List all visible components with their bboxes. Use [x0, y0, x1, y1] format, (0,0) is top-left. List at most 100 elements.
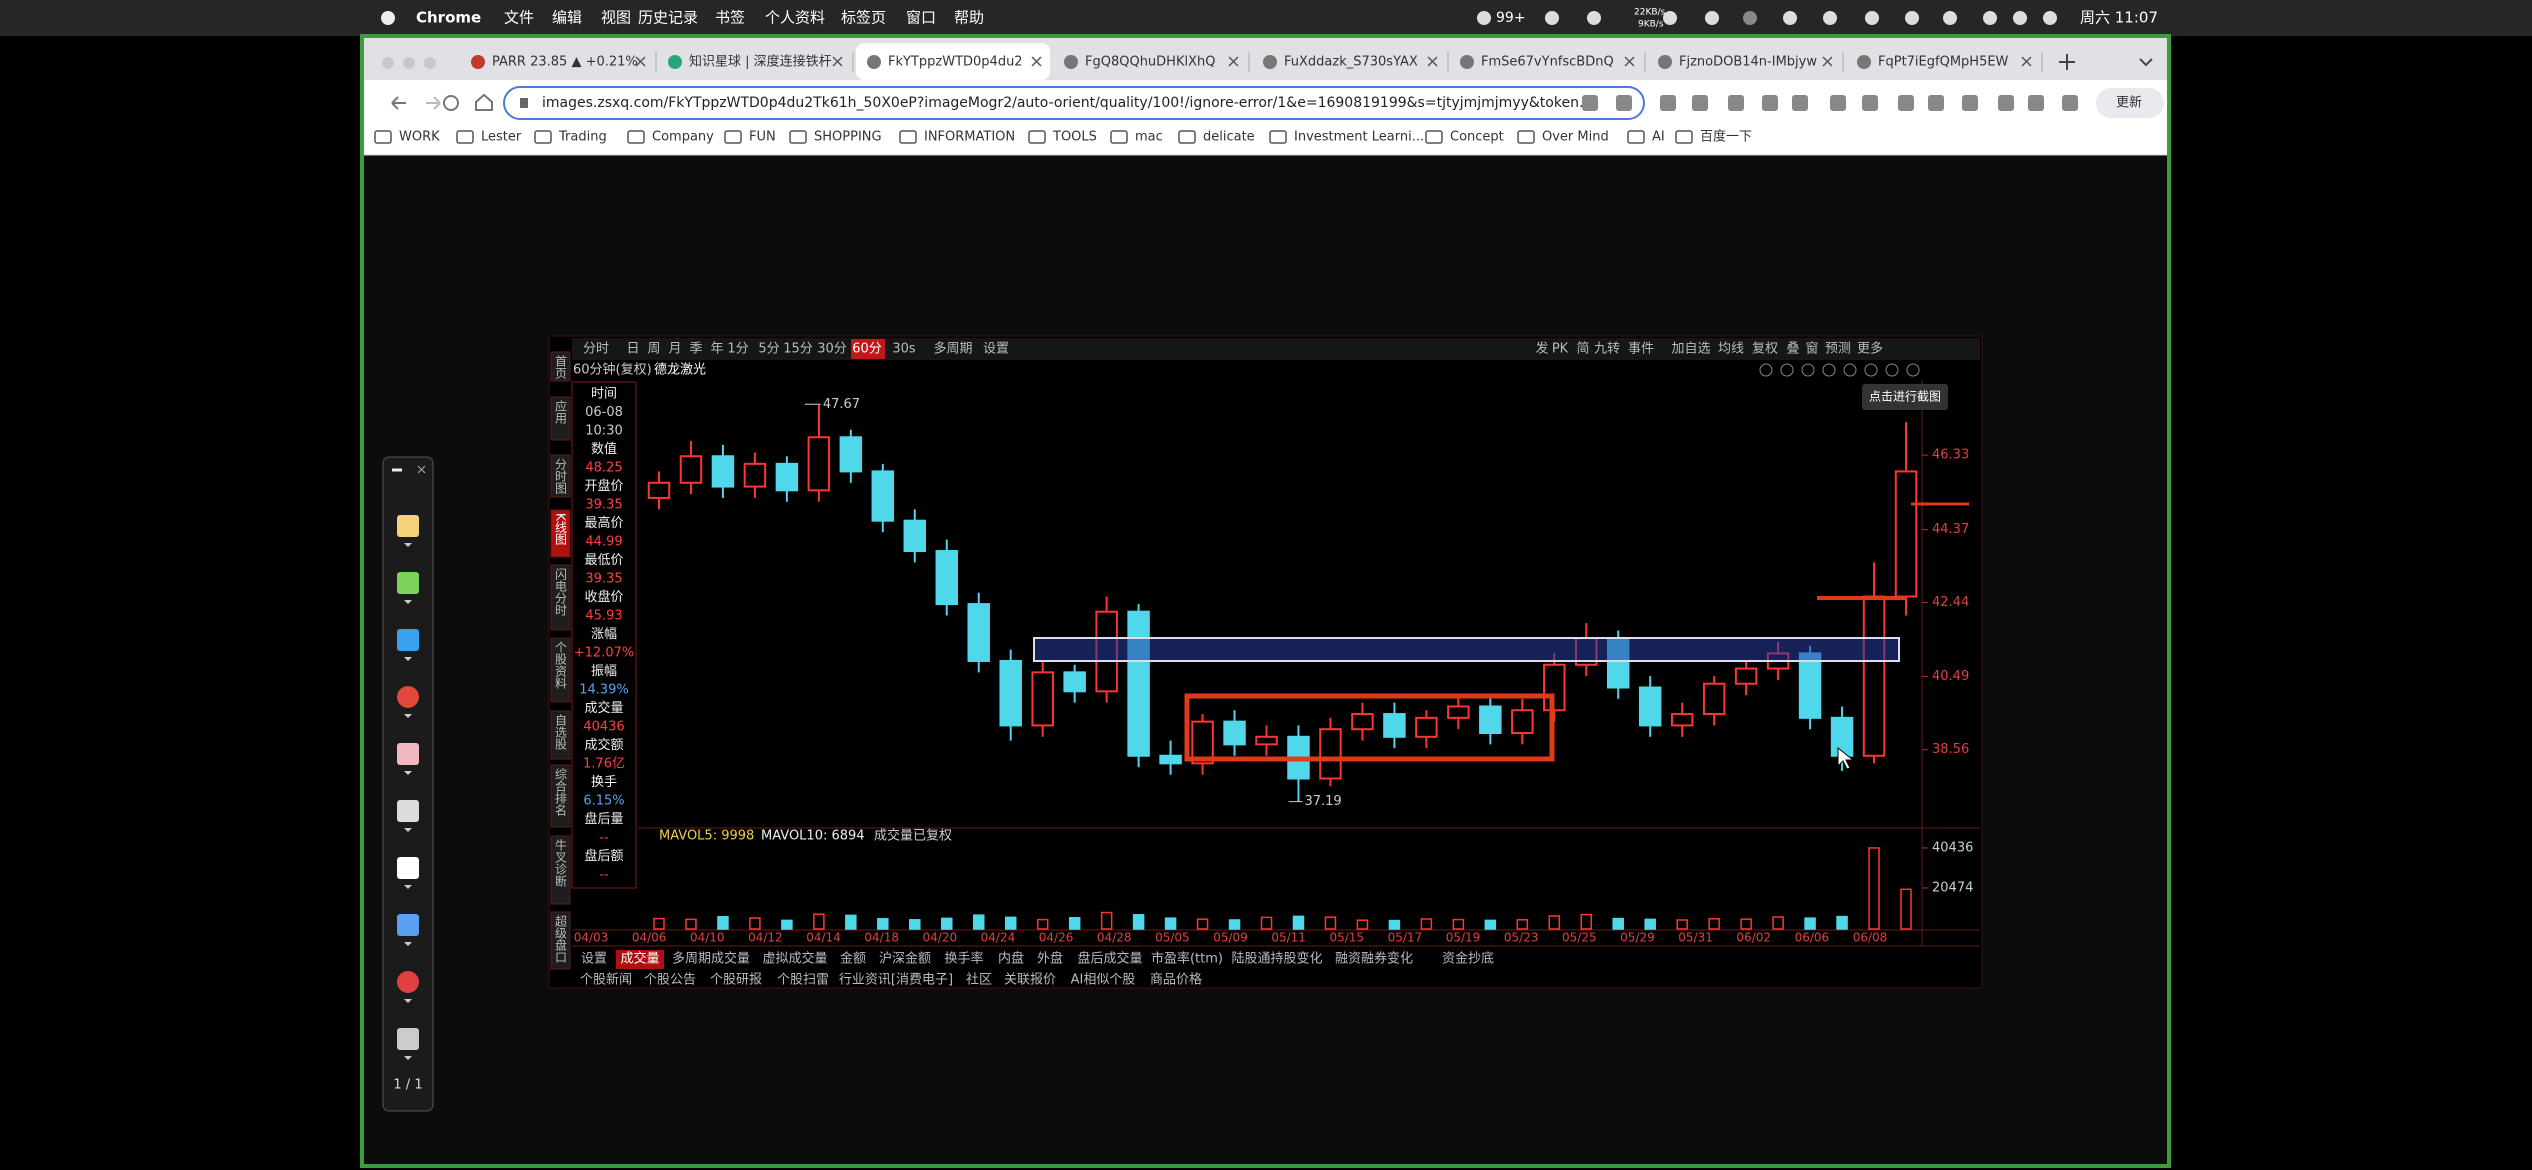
tool-dropdown[interactable] — [404, 942, 412, 946]
draw-tool[interactable] — [397, 686, 419, 708]
bookmark[interactable]: INFORMATION — [924, 130, 1015, 145]
forward-button[interactable] — [426, 96, 441, 110]
draw-tool[interactable] — [397, 572, 419, 594]
side-tab-label[interactable]: 应用 — [554, 399, 568, 425]
omnibox[interactable] — [503, 86, 1645, 120]
tab-title[interactable]: FkYTppzWTD0p4du2 — [888, 55, 1023, 70]
status-icon[interactable] — [1905, 11, 1919, 25]
extension-icon[interactable] — [1582, 95, 1598, 111]
chart-tool-button[interactable]: 预测 — [1825, 342, 1851, 357]
browser-tab[interactable] — [1647, 43, 1841, 80]
menu-item[interactable]: 文件 — [504, 9, 534, 27]
chart-tool-button[interactable]: 九转 — [1594, 342, 1620, 357]
period-button[interactable]: 60分 — [852, 342, 882, 357]
side-tab-label[interactable]: 牛叉诊断 — [554, 838, 568, 888]
indicator-tab[interactable]: 换手率 — [944, 951, 983, 967]
side-tab[interactable] — [550, 351, 571, 382]
period-button[interactable]: 15分 — [783, 342, 813, 357]
bookmark[interactable]: WORK — [399, 130, 440, 145]
extension-icon[interactable] — [1728, 95, 1744, 111]
menu-clock[interactable]: 周六 11:07 — [2080, 9, 2158, 27]
tab-close[interactable] — [1822, 56, 1833, 67]
bookmark[interactable]: Concept — [1450, 130, 1504, 145]
draw-tool[interactable] — [397, 971, 419, 993]
period-button[interactable]: 多周期 — [933, 341, 972, 357]
tool-dropdown[interactable] — [404, 771, 412, 775]
period-button[interactable]: 30分 — [817, 342, 847, 357]
side-tab[interactable] — [550, 637, 571, 703]
side-tab[interactable] — [550, 454, 571, 498]
tab-close[interactable] — [2021, 56, 2032, 67]
tool-dropdown[interactable] — [404, 828, 412, 832]
back-button[interactable] — [391, 96, 406, 110]
menu-item[interactable]: 个人资料 — [765, 9, 825, 27]
chart-control-icon[interactable] — [1885, 363, 1899, 377]
draw-tool[interactable] — [397, 515, 419, 537]
chart-tool-button[interactable]: 均线 — [1718, 342, 1744, 357]
side-tab[interactable] — [550, 764, 571, 828]
bookmark[interactable]: Lester — [481, 130, 522, 145]
extension-icon[interactable] — [1962, 95, 1978, 111]
extension-icon[interactable] — [2028, 95, 2044, 111]
status-icon[interactable] — [1823, 11, 1837, 25]
new-tab-button[interactable] — [2059, 54, 2075, 70]
status-icon[interactable] — [1943, 11, 1957, 25]
side-tab-label[interactable]: 闪电分时 — [554, 568, 568, 616]
period-button[interactable]: 设置 — [983, 342, 1009, 357]
extension-icon[interactable] — [1928, 95, 1944, 111]
tool-dropdown[interactable] — [404, 600, 412, 604]
indicator-tab[interactable]: 多周期成交量 — [672, 951, 750, 967]
chart-tool-button[interactable]: 事件 — [1628, 342, 1654, 357]
menu-item[interactable]: 历史记录 — [638, 9, 698, 27]
bookmark[interactable]: Over Mind — [1542, 130, 1609, 145]
window-minimize[interactable] — [403, 57, 415, 69]
news-tab[interactable]: 关联报价 — [1004, 973, 1056, 988]
side-tab-label[interactable]: 超级盘口 — [554, 914, 568, 963]
extension-icon[interactable] — [1660, 95, 1676, 111]
news-tab[interactable]: 个股扫雷 — [777, 973, 829, 988]
news-tab[interactable]: 商品价格 — [1150, 972, 1202, 988]
chart-tool-button[interactable]: 叠 — [1786, 342, 1799, 357]
status-icon[interactable] — [1865, 11, 1879, 25]
browser-tab[interactable] — [1053, 43, 1247, 80]
extension-icon[interactable] — [1792, 95, 1808, 111]
indicator-tab[interactable]: 沪深金额 — [879, 951, 931, 967]
period-button[interactable]: 1分 — [727, 342, 748, 357]
period-button[interactable]: 年 — [710, 342, 723, 357]
menu-item[interactable]: 窗口 — [906, 9, 936, 27]
status-icon[interactable] — [2013, 11, 2027, 25]
tab-title[interactable]: FmSe67vYnfscBDnQ — [1481, 55, 1614, 70]
tab-close[interactable] — [1624, 56, 1635, 67]
news-tab[interactable]: 社区 — [966, 972, 992, 988]
menu-item[interactable]: 视图 — [601, 9, 631, 27]
draw-tool[interactable] — [397, 800, 419, 822]
menu-item[interactable]: 书签 — [715, 9, 745, 27]
extension-icon[interactable] — [1762, 95, 1778, 111]
bookmark[interactable]: AI — [1652, 130, 1665, 145]
side-tab-label[interactable]: K线图 — [554, 513, 568, 545]
tool-dropdown[interactable] — [404, 657, 412, 661]
bookmark[interactable]: TOOLS — [1052, 130, 1097, 145]
indicator-tab[interactable]: 内盘 — [998, 951, 1024, 967]
period-button[interactable]: 周 — [647, 342, 660, 357]
side-tab-label[interactable]: 综合排名 — [554, 768, 568, 816]
bookmark[interactable]: SHOPPING — [814, 130, 882, 145]
side-tab[interactable] — [550, 911, 571, 970]
period-button[interactable]: 日 — [626, 342, 639, 357]
tool-dropdown[interactable] — [404, 999, 412, 1003]
chart-tool-button[interactable]: 发 — [1535, 341, 1548, 357]
window-close[interactable] — [382, 57, 394, 69]
menu-item[interactable]: 帮助 — [954, 9, 984, 27]
draw-tool[interactable] — [397, 857, 419, 879]
update-button-label[interactable]: 更新 — [2116, 95, 2142, 111]
side-tab-label[interactable]: 自选股 — [554, 714, 568, 751]
tool-dropdown[interactable] — [404, 1056, 412, 1060]
side-tab-label[interactable]: 个股资料 — [554, 641, 568, 689]
side-tab[interactable] — [550, 564, 571, 631]
draw-tool[interactable] — [397, 1028, 419, 1050]
browser-tab[interactable] — [1846, 43, 2040, 80]
browser-tab[interactable] — [657, 43, 851, 80]
tab-close[interactable] — [1427, 56, 1438, 67]
chart-control-icon[interactable] — [1843, 363, 1857, 377]
indicator-tab[interactable]: 融资融券变化 — [1335, 951, 1413, 967]
